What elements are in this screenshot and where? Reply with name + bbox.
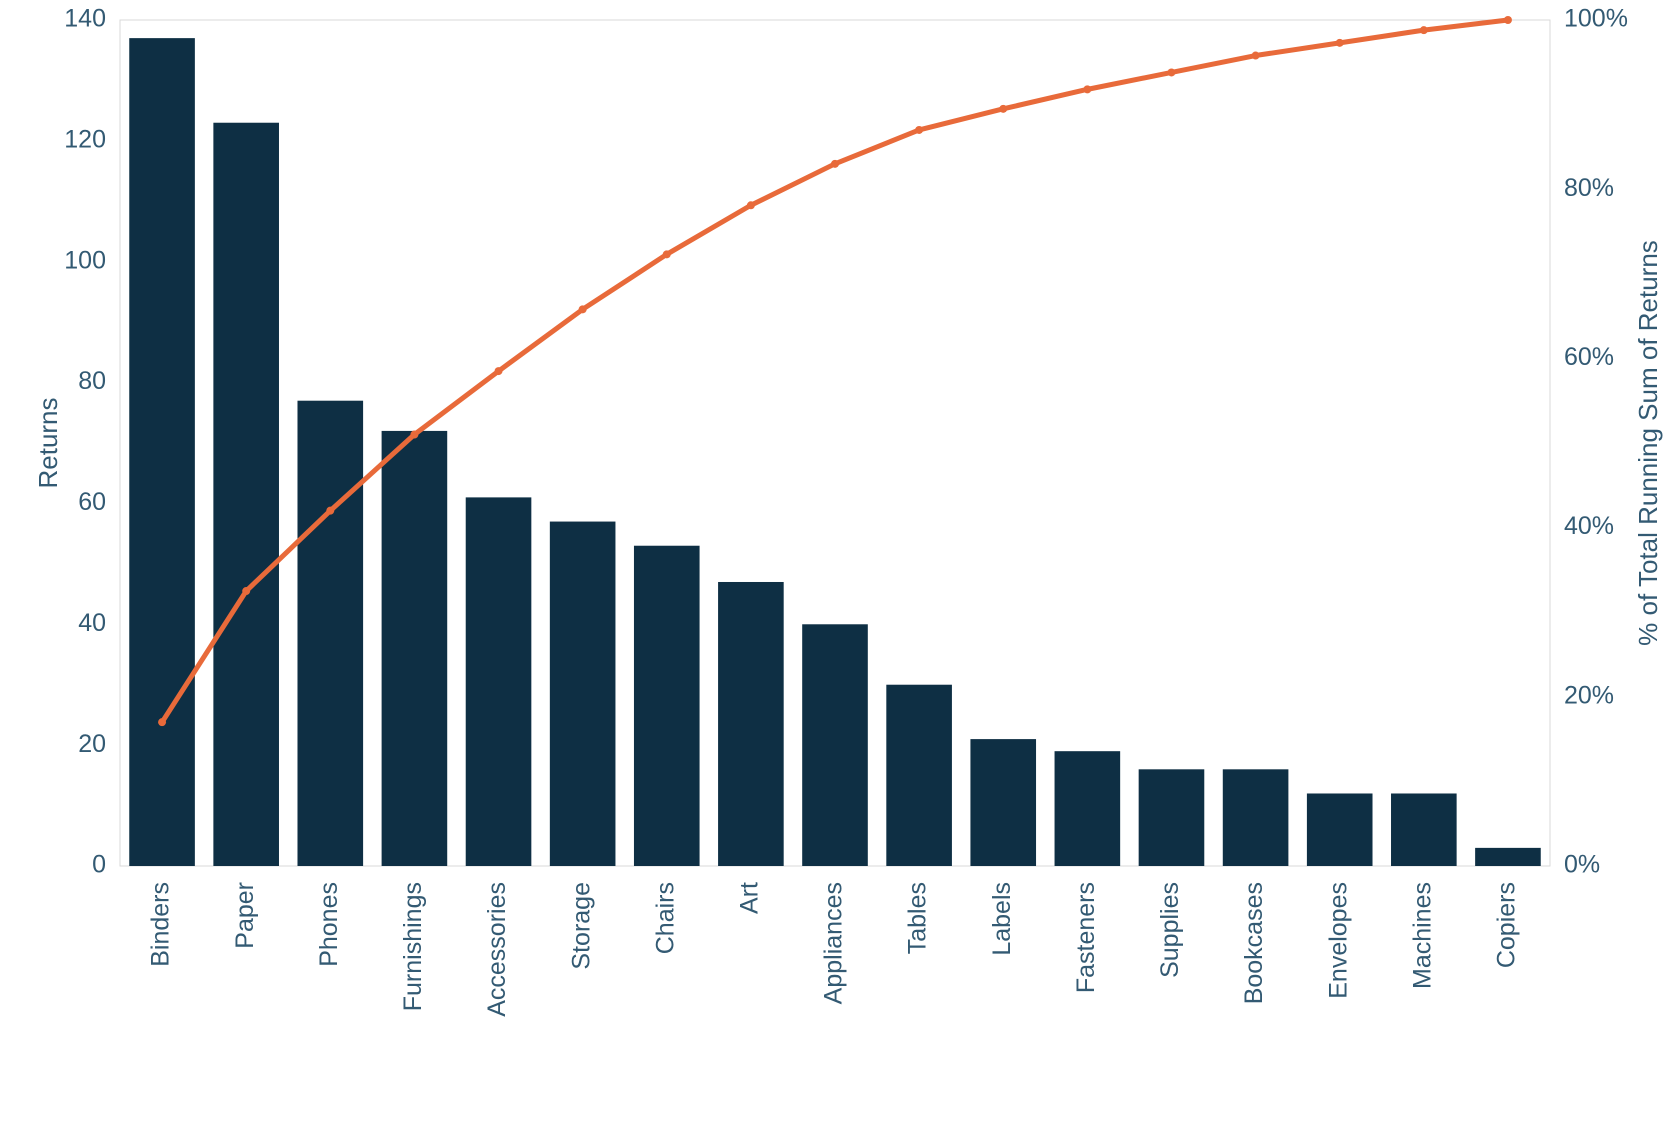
chart-svg: 0 20 40 60 80 100 120 140 0% 20% 40% 60% 80% 100% Bind… — [0, 0, 1680, 1126]
category-label: Machines — [1408, 882, 1436, 989]
category-label: Supplies — [1156, 882, 1184, 978]
line-marker — [663, 250, 671, 258]
bar — [297, 401, 363, 866]
category-label: Copiers — [1493, 882, 1521, 968]
right-tick-label: 20% — [1564, 681, 1614, 709]
bar — [1307, 793, 1373, 866]
line-marker — [915, 126, 923, 134]
right-axis-title: % of Total Running Sum of Returns — [1633, 240, 1663, 646]
right-tick-label: 0% — [1564, 851, 1600, 879]
bar — [213, 123, 279, 866]
line-marker — [410, 431, 418, 439]
right-tick-label: 80% — [1564, 174, 1614, 202]
line-marker — [1420, 26, 1428, 34]
category-label: Labels — [988, 882, 1016, 956]
bar — [129, 38, 195, 866]
line-marker — [1083, 85, 1091, 93]
left-tick-label: 40 — [78, 609, 106, 637]
line-marker — [1167, 68, 1175, 76]
line-marker — [495, 367, 503, 375]
bar — [466, 497, 532, 866]
bar — [886, 685, 952, 866]
bar — [550, 522, 616, 866]
line-marker — [158, 718, 166, 726]
left-axis-title: Returns — [33, 397, 63, 488]
category-label: Phones — [315, 882, 343, 967]
category-label: Binders — [147, 882, 175, 967]
category-label: Tables — [904, 882, 932, 954]
line-marker — [999, 105, 1007, 113]
bar — [1475, 848, 1541, 866]
left-tick-label: 20 — [78, 730, 106, 758]
right-tick-label: 60% — [1564, 343, 1614, 371]
bar — [1055, 751, 1121, 866]
left-tick-label: 140 — [64, 5, 106, 33]
category-label: Paper — [231, 882, 259, 949]
left-tick-label: 100 — [64, 246, 106, 274]
pareto-chart: 0 20 40 60 80 100 120 140 0% 20% 40% 60% 80% 100% Bind… — [0, 0, 1680, 1126]
category-label: Storage — [567, 882, 595, 970]
line-marker — [1252, 52, 1260, 60]
category-label: Appliances — [820, 882, 848, 1004]
category-label: Envelopes — [1324, 882, 1352, 999]
bar — [1391, 793, 1457, 866]
line-marker — [747, 201, 755, 209]
bar — [718, 582, 784, 866]
bar — [382, 431, 448, 866]
left-tick-label: 60 — [78, 488, 106, 516]
bar — [1223, 769, 1289, 866]
category-label: Accessories — [483, 882, 511, 1017]
category-label: Furnishings — [399, 882, 427, 1011]
category-label: Bookcases — [1240, 882, 1268, 1004]
left-tick-label: 0 — [92, 851, 106, 879]
bar — [970, 739, 1036, 866]
line-marker — [579, 305, 587, 313]
left-tick-label: 120 — [64, 125, 106, 153]
bar — [1139, 769, 1205, 866]
line-marker — [1336, 39, 1344, 47]
line-marker — [1504, 16, 1512, 24]
bar — [802, 624, 868, 866]
left-tick-label: 80 — [78, 367, 106, 395]
line-marker — [831, 160, 839, 168]
category-label: Chairs — [651, 882, 679, 954]
right-tick-label: 100% — [1564, 5, 1628, 33]
line-marker — [326, 507, 334, 515]
right-tick-label: 40% — [1564, 512, 1614, 540]
category-label: Art — [735, 882, 763, 914]
bar — [634, 546, 700, 866]
line-marker — [242, 587, 250, 595]
category-label: Fasteners — [1072, 882, 1100, 993]
